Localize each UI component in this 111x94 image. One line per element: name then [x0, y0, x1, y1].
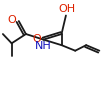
Text: O: O — [33, 34, 41, 44]
Text: O: O — [8, 15, 17, 25]
Text: OH: OH — [58, 4, 76, 14]
Text: NH: NH — [35, 41, 52, 50]
